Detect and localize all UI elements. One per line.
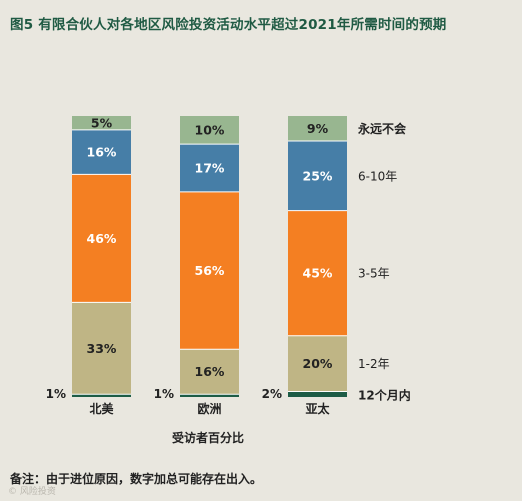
bar-segment-3-5	[288, 116, 347, 142]
watermark-text: © 风险投资	[8, 487, 56, 497]
bar-segment-3-1	[288, 391, 347, 397]
data-label-2-2: 16%	[195, 364, 225, 379]
data-label-3-5: 9%	[307, 121, 329, 136]
bar-segment-1-1	[72, 394, 131, 397]
footnote: 备注：由于进位原因，数字加总可能存在出入。	[10, 472, 263, 486]
legend-label-4: 6-10年	[358, 169, 397, 183]
bar-segment-1-4	[72, 129, 131, 175]
data-label-1-5: 5%	[91, 115, 113, 130]
bar-segment-2-2	[180, 349, 239, 395]
bar-segment-2-4	[180, 144, 239, 192]
data-label-3-2: 20%	[303, 356, 333, 371]
data-label-2-1: 1%	[154, 387, 174, 401]
data-label-3-1: 2%	[262, 387, 282, 401]
x-axis-title: 受访者百分比	[172, 430, 244, 445]
data-label-3-3: 45%	[303, 266, 333, 281]
category-label-2: 欧洲	[197, 401, 221, 416]
legend-label-5: 永远不会	[357, 121, 407, 136]
data-label-2-3: 56%	[195, 263, 225, 278]
bar-segment-2-1	[180, 394, 239, 397]
legend-label-2: 1-2年	[358, 357, 390, 371]
bar-segment-2-3	[180, 191, 239, 350]
bar-segment-3-2	[288, 335, 347, 392]
category-label-1: 北美	[89, 401, 114, 416]
legend-label-1: 12个月内	[358, 388, 411, 403]
bar-segment-1-3	[72, 174, 131, 303]
data-label-1-4: 16%	[87, 145, 117, 160]
data-label-3-4: 25%	[303, 168, 333, 183]
bar-segment-2-5	[180, 116, 239, 145]
chart-title: 图5 有限合伙人对各地区风险投资活动水平超过2021年所需时间的预期	[10, 17, 447, 33]
data-label-2-5: 10%	[195, 123, 225, 138]
bar-segment-1-5	[72, 116, 131, 130]
data-label-2-4: 17%	[195, 160, 225, 175]
bar-segment-3-3	[288, 210, 347, 336]
data-label-1-3: 46%	[87, 231, 117, 246]
data-label-1-2: 33%	[87, 341, 117, 356]
data-label-1-1: 1%	[46, 387, 66, 401]
legend-label-3: 3-5年	[358, 267, 390, 281]
category-label-3: 亚太	[305, 401, 330, 416]
bar-segment-3-4	[288, 141, 347, 211]
bar-segment-1-2	[72, 302, 131, 395]
